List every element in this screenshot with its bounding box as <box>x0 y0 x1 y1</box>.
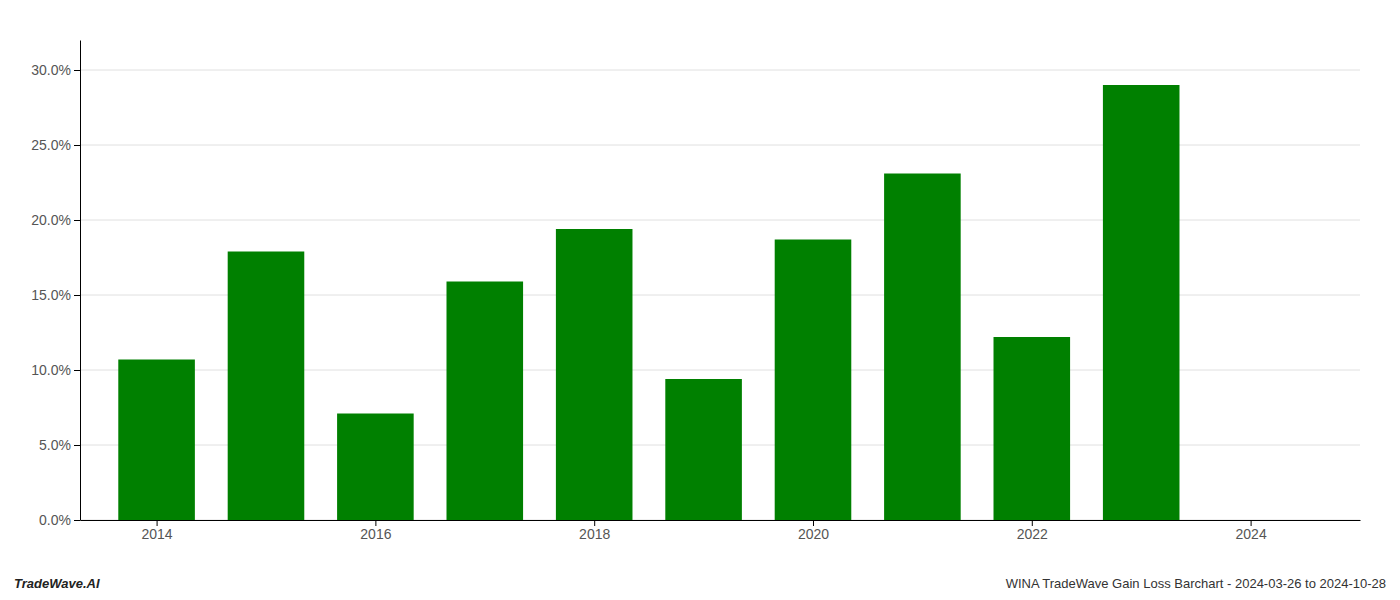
x-tick: 2014 <box>142 520 173 542</box>
x-tick-label: 2014 <box>142 526 173 542</box>
x-tick: 2020 <box>798 520 829 542</box>
x-axis: 2014 2016 2018 2020 2022 2024 <box>81 520 1361 542</box>
y-tick: 10.0% <box>31 362 80 378</box>
x-tick-label: 2022 <box>1017 526 1048 542</box>
y-tick-mark <box>74 295 80 296</box>
y-axis-line <box>80 41 81 521</box>
y-tick-mark <box>74 370 80 371</box>
bar <box>337 414 414 521</box>
x-tick-label: 2024 <box>1236 526 1267 542</box>
x-tick: 2016 <box>360 520 391 542</box>
annotations: TradeWave.AI WINA TradeWave Gain Loss Bar… <box>14 576 1386 591</box>
y-tick-mark <box>74 520 80 521</box>
y-tick: 20.0% <box>31 212 80 228</box>
bar <box>884 174 961 521</box>
y-tick-label: 0.0% <box>39 512 71 528</box>
x-axis-line <box>81 520 1361 521</box>
bar <box>775 240 852 521</box>
y-tick: 5.0% <box>39 437 80 453</box>
x-tick-label: 2020 <box>798 526 829 542</box>
y-tick-mark <box>74 145 80 146</box>
footer-left: TradeWave.AI <box>14 576 100 591</box>
y-tick-label: 30.0% <box>31 62 71 78</box>
y-tick-label: 10.0% <box>31 362 71 378</box>
bar <box>1103 85 1180 520</box>
x-tick-label: 2016 <box>360 526 391 542</box>
y-tick: 15.0% <box>31 287 80 303</box>
chart-container: 2014 2016 2018 2020 2022 2024 0.0% 5.0% 10.0% 15.… <box>0 0 1400 600</box>
y-tick-mark <box>74 70 80 71</box>
bar <box>556 229 633 520</box>
y-tick-label: 15.0% <box>31 287 71 303</box>
bar <box>665 379 742 520</box>
y-tick-mark <box>74 220 80 221</box>
bar <box>446 282 523 521</box>
plot: 2014 2016 2018 2020 2022 2024 0.0% 5.0% 10.0% 15.… <box>31 41 1360 542</box>
grid <box>80 70 1360 520</box>
y-axis: 0.0% 5.0% 10.0% 15.0% 20.0% 25.0% 30.0% <box>31 41 80 528</box>
x-tick: 2018 <box>579 520 610 542</box>
bar <box>228 252 305 521</box>
y-tick: 25.0% <box>31 137 80 153</box>
x-tick-label: 2018 <box>579 526 610 542</box>
bar <box>118 360 195 521</box>
y-tick: 0.0% <box>39 512 80 528</box>
bars <box>118 85 1179 520</box>
chart-svg: 2014 2016 2018 2020 2022 2024 0.0% 5.0% 10.0% 15.… <box>0 0 1400 600</box>
y-tick-label: 25.0% <box>31 137 71 153</box>
y-tick: 30.0% <box>31 62 80 78</box>
x-tick: 2024 <box>1236 520 1267 542</box>
bar <box>994 337 1071 520</box>
y-tick-label: 5.0% <box>39 437 71 453</box>
y-tick-mark <box>74 445 80 446</box>
footer-right: WINA TradeWave Gain Loss Barchart - 2024… <box>1006 576 1386 591</box>
x-tick: 2022 <box>1017 520 1048 542</box>
grid-line <box>80 70 1360 71</box>
y-tick-label: 20.0% <box>31 212 71 228</box>
